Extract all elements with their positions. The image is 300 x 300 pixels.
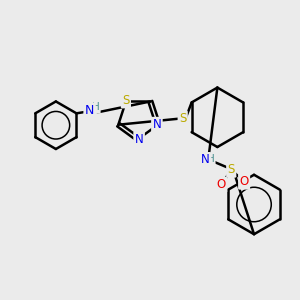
Text: N: N — [85, 104, 94, 117]
Text: H: H — [92, 102, 99, 112]
Text: S: S — [228, 163, 235, 176]
Text: H: H — [207, 154, 214, 164]
Text: O: O — [217, 178, 226, 191]
Text: N: N — [152, 118, 161, 131]
Text: O: O — [239, 175, 249, 188]
Text: N: N — [201, 153, 210, 167]
Text: S: S — [179, 112, 186, 125]
Text: N: N — [135, 133, 143, 146]
Text: S: S — [122, 94, 130, 107]
